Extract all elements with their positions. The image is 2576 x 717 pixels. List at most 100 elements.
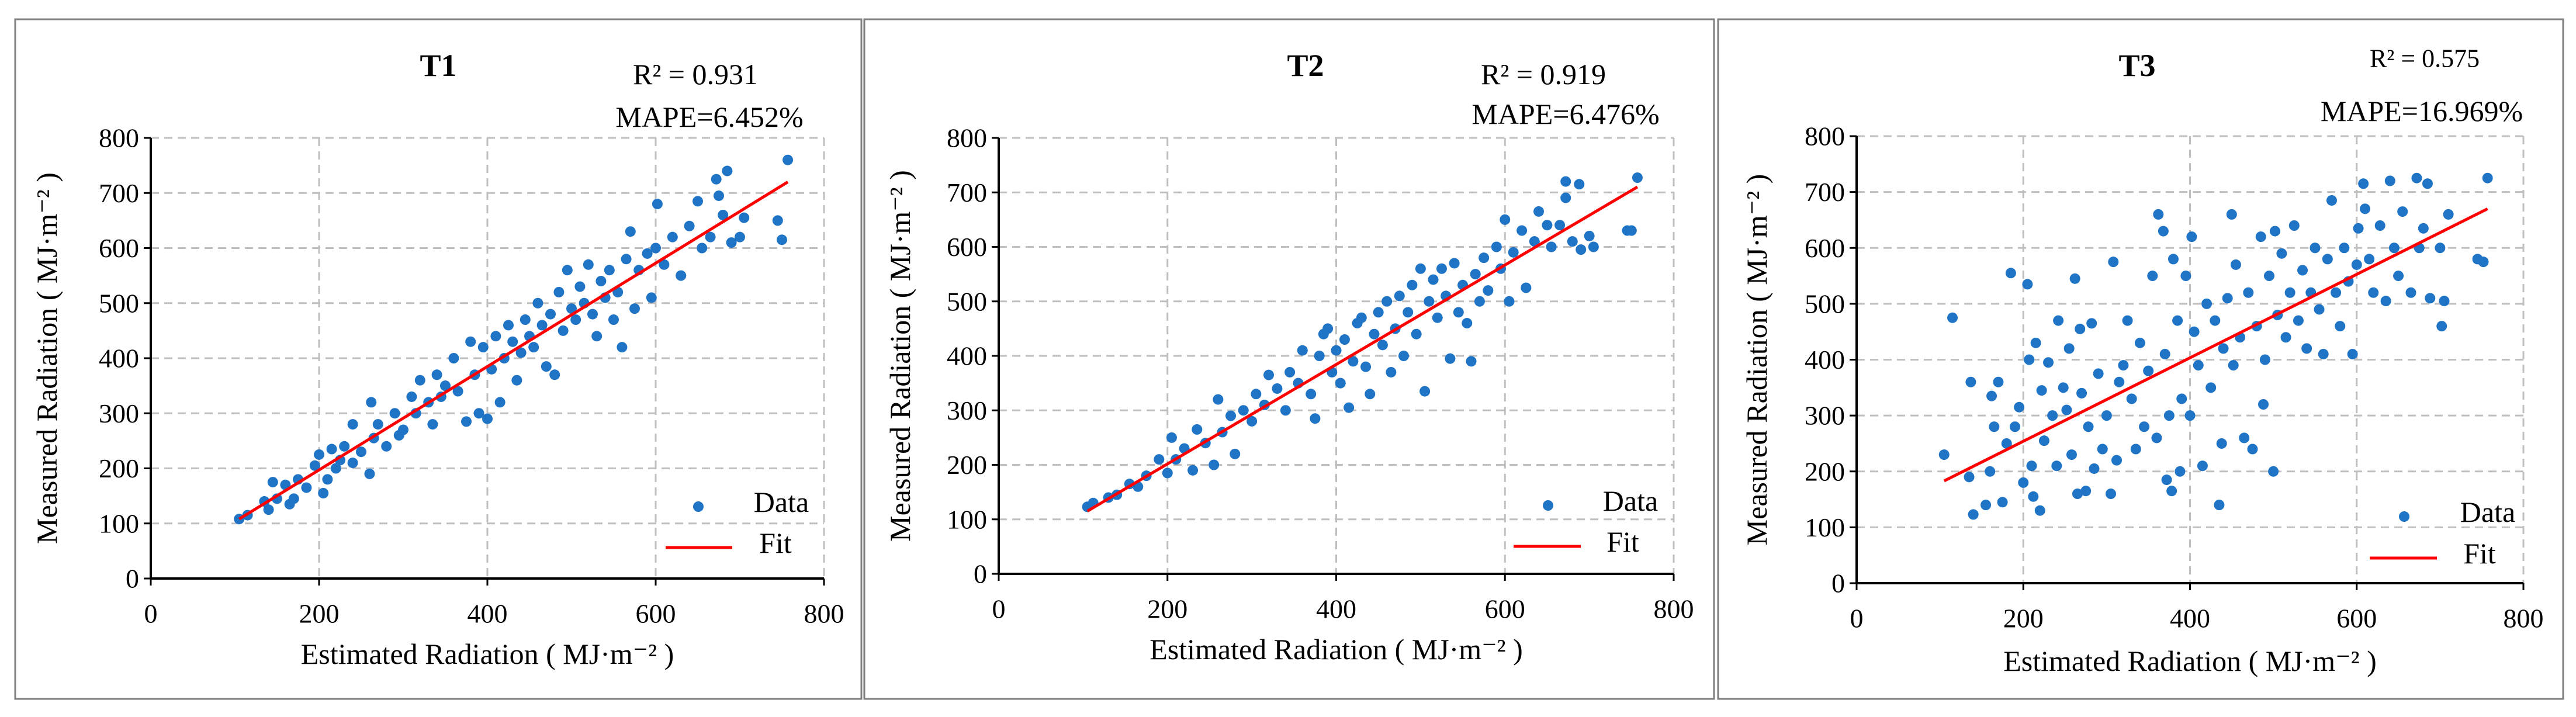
data-point [587, 309, 598, 320]
data-point [1466, 356, 1477, 367]
data-point [2030, 337, 2041, 348]
data-point [1162, 467, 1173, 479]
data-point [1462, 318, 1473, 329]
data-point [2197, 460, 2208, 472]
data-point [2075, 323, 2086, 334]
data-point [549, 369, 560, 380]
data-point [714, 190, 724, 201]
x-tick-label: 600 [1485, 594, 1525, 624]
data-point [705, 231, 716, 243]
data-point [1567, 236, 1578, 247]
data-point [2058, 382, 2069, 393]
y-tick-label: 200 [947, 450, 987, 480]
data-point [2034, 505, 2045, 516]
y-tick-label: 600 [1805, 233, 1845, 263]
legend-fit-label: Fit [2463, 537, 2496, 570]
data-point [503, 320, 514, 331]
data-point [1542, 220, 1553, 231]
data-point [2301, 343, 2312, 354]
data-point [2358, 178, 2369, 189]
r2-annotation: R² = 0.919 [1481, 58, 1606, 91]
data-point [2335, 321, 2346, 332]
data-point [2374, 220, 2385, 231]
data-point [2322, 254, 2333, 265]
data-point [2318, 348, 2329, 359]
data-point [2280, 332, 2291, 343]
data-point [1322, 323, 1334, 334]
data-point [558, 325, 569, 336]
data-point [1348, 356, 1359, 367]
data-point [2026, 460, 2037, 472]
data-point [711, 174, 722, 185]
data-point [1369, 328, 1380, 340]
mape-annotation: MAPE=6.452% [615, 101, 803, 133]
data-point [1411, 328, 1422, 340]
data-point [1449, 258, 1460, 269]
data-point [314, 449, 324, 460]
data-point [1419, 386, 1431, 397]
data-point [1247, 415, 1258, 427]
data-point [2022, 279, 2033, 290]
data-point [406, 391, 417, 402]
y-tick-label: 600 [99, 233, 139, 263]
data-point [330, 463, 341, 474]
data-point [448, 353, 459, 363]
data-point [1280, 405, 1291, 416]
chart-title: T1 [420, 48, 456, 83]
data-point [2276, 248, 2287, 259]
data-point [2184, 410, 2196, 421]
data-point [1632, 172, 1643, 183]
y-tick-label: 0 [974, 559, 987, 589]
data-point [2072, 489, 2083, 499]
data-point [2063, 343, 2075, 354]
data-point [621, 254, 632, 265]
data-point [1192, 424, 1203, 435]
data-point [2268, 466, 2279, 477]
x-tick-label: 400 [468, 599, 508, 629]
data-point [2101, 410, 2112, 421]
legend-data-label: Data [754, 486, 809, 518]
data-point [1331, 345, 1342, 356]
y-axis-title: Measured Radiation ( MJ·m⁻² ) [30, 172, 63, 544]
data-point [2069, 273, 2080, 284]
data-point [288, 493, 299, 504]
y-axis-title: Measured Radiation ( MJ·m⁻² ) [1740, 174, 1773, 546]
data-point [482, 413, 493, 424]
data-point [2163, 410, 2175, 421]
data-point [2009, 421, 2020, 432]
data-point [1284, 366, 1296, 377]
data-point [2083, 421, 2094, 432]
data-point [541, 361, 552, 372]
data-point [414, 375, 425, 386]
data-point [1360, 361, 1372, 372]
data-point [739, 212, 750, 223]
y-tick-label: 0 [1831, 569, 1845, 598]
data-point [2066, 449, 2077, 460]
data-point [2143, 365, 2154, 376]
data-point [1947, 312, 1958, 323]
data-point [1997, 497, 2008, 508]
y-tick-label: 500 [947, 286, 987, 316]
y-tick-label: 400 [947, 341, 987, 371]
data-point [1335, 377, 1346, 389]
data-point [2043, 357, 2054, 368]
data-point [1365, 389, 1376, 400]
data-point [2226, 209, 2237, 220]
data-point [2239, 432, 2250, 444]
chart-panel-t2: 0 100 200 300 400 500 600 700 800 0 200 400 600 800 T2… [863, 18, 1715, 700]
data-point [1533, 206, 1544, 217]
x-tick-label: 600 [636, 599, 676, 629]
mape-annotation: MAPE=16.969% [2321, 95, 2523, 127]
data-point [2293, 315, 2304, 326]
y-tick-label: 300 [1805, 401, 1845, 431]
data-point [1166, 432, 1177, 443]
data-point [2435, 243, 2446, 254]
legend: Data Fit [2370, 496, 2515, 570]
y-tick-label: 100 [99, 508, 139, 538]
data-point [1209, 459, 1220, 470]
data-point [366, 397, 377, 408]
data-point [507, 336, 518, 347]
x-tick-label: 600 [2336, 604, 2377, 633]
x-tick-label: 400 [1316, 594, 1356, 624]
